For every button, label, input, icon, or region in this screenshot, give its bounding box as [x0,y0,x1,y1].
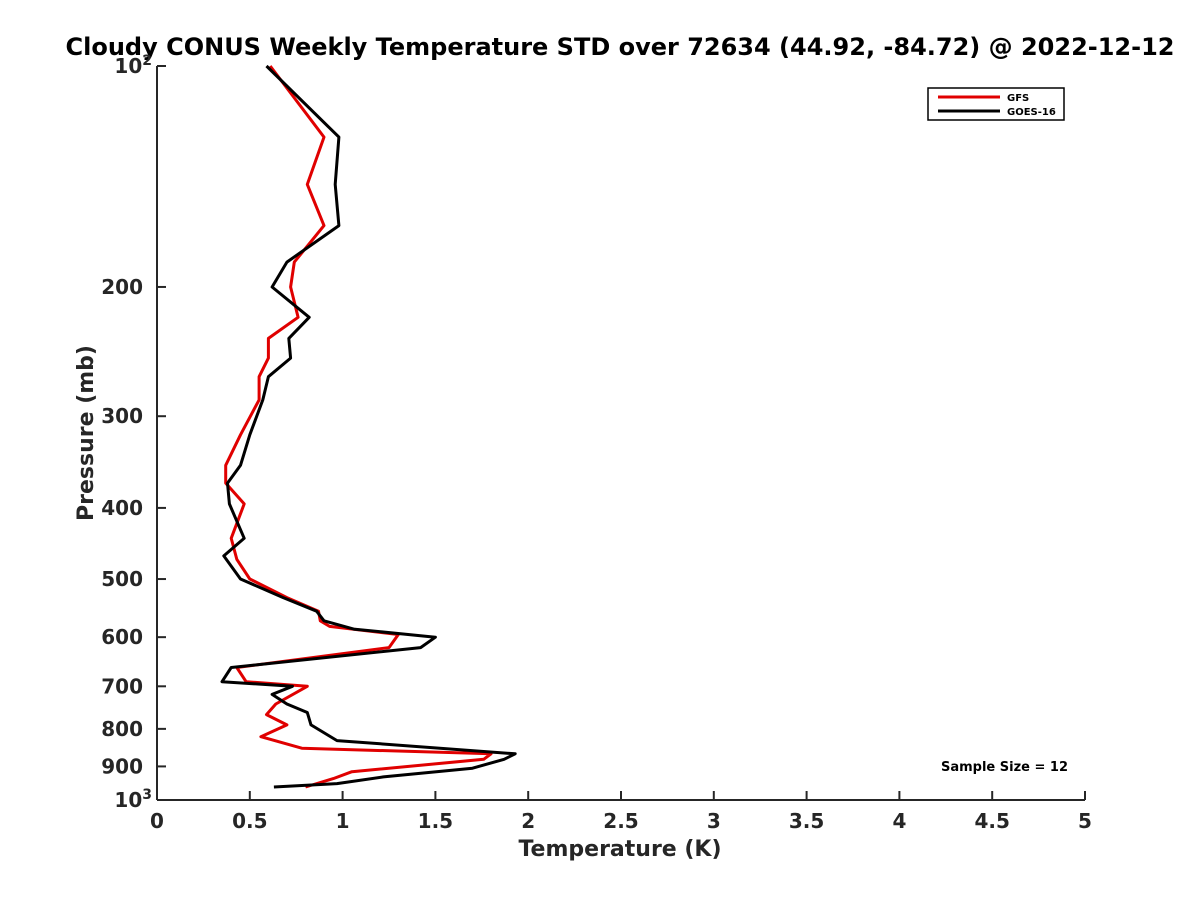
legend: GFS GOES-16 [927,87,1065,121]
x-tick-label: 2 [521,809,535,833]
y-tick-label: 500 [101,567,143,591]
y-axis-title: Pressure (mb) [74,345,99,521]
x-tick-label: 2.5 [603,809,638,833]
y-tick-label: 800 [101,717,143,741]
plot-series [220,64,517,789]
legend-label-goes16: GOES-16 [1007,107,1056,118]
y-tick-label: 700 [101,674,143,698]
y-tick-label: 103 [114,787,152,812]
legend-label-gfs: GFS [1007,93,1029,104]
y-tick-label: 600 [101,625,143,649]
y-tick-label: 400 [101,496,143,520]
x-tick-label: 1.5 [418,809,453,833]
sample-size-annotation: Sample Size = 12 [941,760,1068,775]
y-tick-label: 102 [114,53,152,78]
x-tick-label: 4 [892,809,906,833]
x-axis: 0 0.5 1 1.5 2 2.5 3 3.5 4 4.5 5 [150,791,1092,833]
y-tick-label: 900 [101,754,143,778]
series-line-goes16 [220,64,517,789]
x-tick-label: 5 [1078,809,1092,833]
y-tick-label: 300 [101,404,143,428]
x-tick-label: 0 [150,809,164,833]
x-axis-title: Temperature (K) [518,837,721,862]
series-line-gfs [224,65,493,789]
y-axis: 102 200 300 400 500 600 700 800 900 103 [101,53,166,812]
x-tick-label: 0.5 [232,809,267,833]
x-tick-label: 4.5 [974,809,1009,833]
x-tick-label: 1 [336,809,350,833]
x-tick-label: 3.5 [789,809,824,833]
y-tick-label: 200 [101,275,143,299]
legend-box [927,87,1065,121]
chart-title: Cloudy CONUS Weekly Temperature STD over… [66,33,1175,61]
x-tick-label: 3 [707,809,721,833]
